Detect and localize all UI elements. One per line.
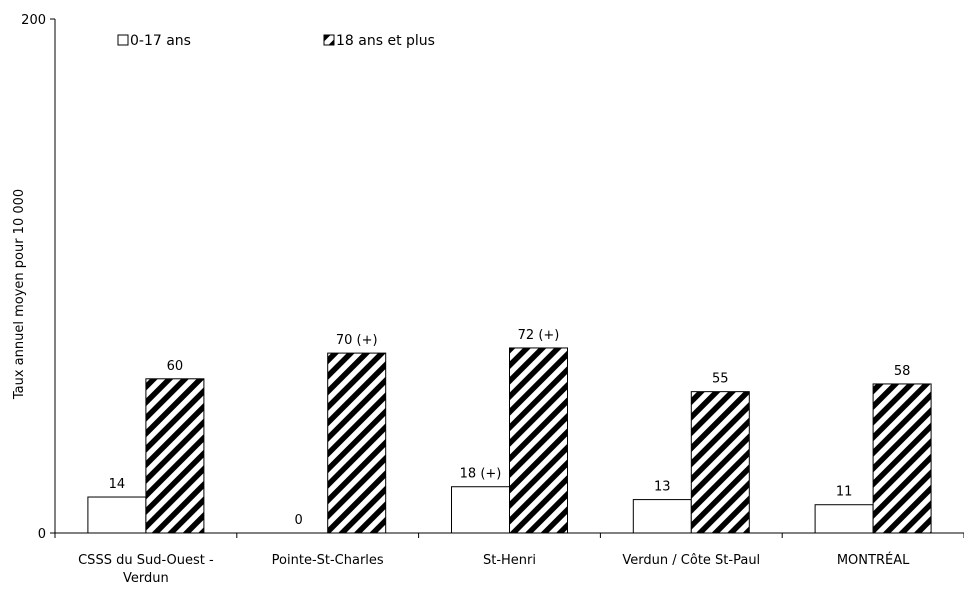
x-tick-label: St-Henri [483,553,536,568]
legend-swatch [117,34,129,46]
data-label: 72 (+) [518,328,560,343]
data-label: 55 [712,372,729,387]
bar-0-17-ans [87,496,147,534]
x-tick-label: MONTRÉAL [837,552,910,568]
data-label: 58 [894,364,911,379]
data-label: 11 [836,485,853,500]
y-tick-label: 200 [21,13,46,28]
legend: 0-17 ans 18 ans et plus [117,33,435,49]
axes: 0 200 CSSS du Sud-Ouest - Verdun Pointe-St-C… [21,13,964,586]
data-label: 18 (+) [460,467,502,482]
data-label: 70 (+) [336,333,378,348]
data-label: 60 [167,359,184,374]
x-tick-label: Verdun / Côte St-Paul [622,553,760,568]
legend-label: 18 ans et plus [336,33,435,49]
bar-18-ans-et-plus [145,378,205,534]
data-label: 0 [295,513,303,528]
y-tick-label: 0 [38,527,46,542]
bar-0-17-ans [814,504,874,534]
x-tick-label: Verdun [123,571,169,586]
bar-18-ans-et-plus [509,347,568,534]
bar-0-17-ans [632,499,692,534]
legend-label: 0-17 ans [130,33,191,49]
x-tick-label: CSSS du Sud-Ouest - [78,553,214,568]
bar-18-ans-et-plus [872,383,932,534]
y-axis-title: Taux annuel moyen pour 10 000 [12,189,27,400]
x-tick-label: Pointe-St-Charles [272,553,384,568]
bars [87,347,932,534]
bar-18-ans-et-plus [690,391,750,534]
legend-swatch [323,34,335,46]
data-label: 13 [654,480,671,495]
bar-0-17-ans [451,486,510,534]
data-label: 14 [109,477,126,492]
bar-18-ans-et-plus [327,352,387,534]
data-labels: 14 0 18 (+) 13 11 60 70 (+) 72 (+) 55 58 [109,328,911,528]
